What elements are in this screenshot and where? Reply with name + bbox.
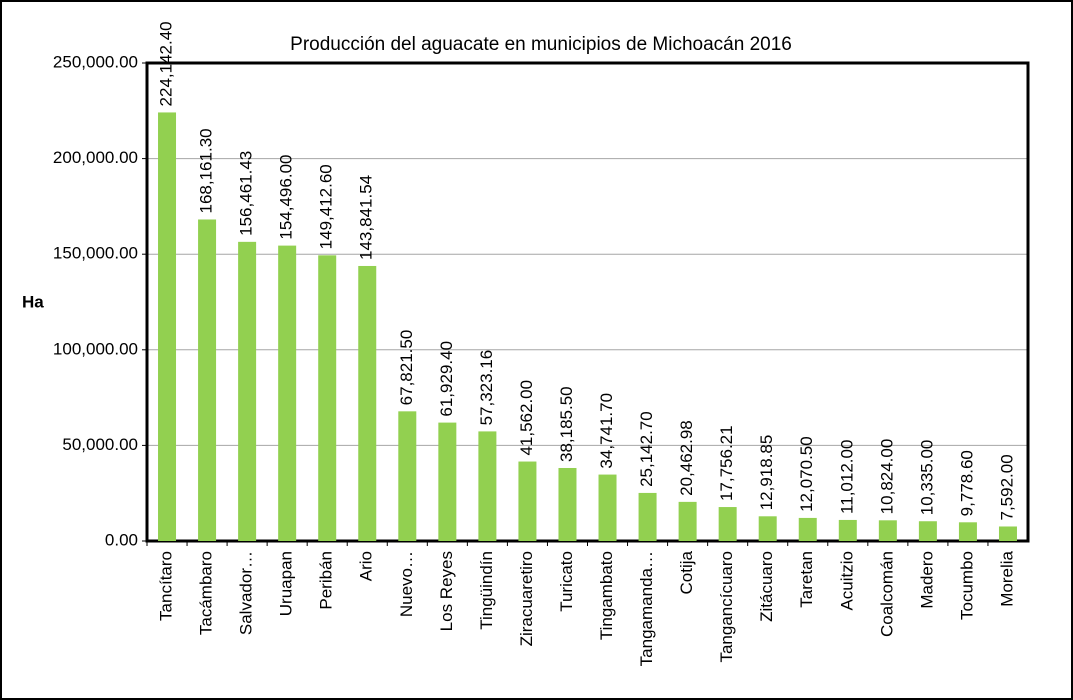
x-tick-label: Uruapan	[277, 551, 296, 616]
x-tick-label: Los Reyes	[437, 551, 456, 631]
bar	[158, 112, 177, 541]
x-tick-label: Taretan	[797, 551, 816, 608]
bar	[998, 526, 1017, 541]
y-tick-label: 100,000.00	[53, 339, 138, 358]
x-tick-label: Ziracuaretiro	[517, 551, 536, 646]
bar	[438, 422, 457, 541]
data-label: 41,562.00	[517, 380, 536, 456]
x-tick-label: Tangamanda…	[637, 551, 656, 666]
x-tick-label: Acuitzio	[837, 551, 856, 611]
y-tick-label: 200,000.00	[53, 148, 138, 167]
data-label: 11,012.00	[837, 440, 856, 514]
bar	[678, 501, 697, 541]
x-tick-label: Tingüindín	[477, 551, 496, 630]
data-label: 20,462.98	[677, 420, 696, 496]
y-tick-label: 50,000.00	[62, 435, 138, 454]
bar	[398, 411, 417, 541]
data-label: 12,070.50	[797, 436, 816, 512]
bar	[918, 521, 937, 541]
x-tick-label: Morelia	[997, 550, 1016, 606]
x-tick-label: Turicato	[557, 551, 576, 612]
data-label: 7,592.00	[997, 454, 1016, 520]
y-tick-label: 150,000.00	[53, 244, 138, 263]
x-tick-label: Cotija	[677, 550, 696, 594]
x-tick-label: Ario	[357, 551, 376, 581]
bar	[598, 474, 617, 541]
data-label: 143,841.54	[357, 175, 376, 260]
data-label: 57,323.16	[477, 350, 496, 426]
bar	[638, 492, 657, 541]
data-label: 168,161.30	[197, 128, 216, 213]
x-tick-label: Tingambato	[597, 551, 616, 640]
bar	[798, 517, 817, 541]
data-label: 17,756.21	[717, 425, 736, 501]
data-label: 67,821.50	[397, 330, 416, 406]
y-tick-label: 250,000.00	[53, 52, 138, 71]
x-tick-label: Salvador…	[237, 551, 256, 635]
data-label: 12,918.85	[757, 435, 776, 511]
bar	[718, 507, 737, 541]
x-tick-label: Peribán	[317, 551, 336, 610]
bar	[758, 516, 777, 541]
bar	[878, 520, 897, 541]
data-label: 10,824.00	[877, 439, 896, 515]
data-label: 156,461.43	[237, 151, 256, 236]
bar	[558, 467, 577, 541]
bar	[358, 265, 377, 541]
chart-title: Producción del aguacate en municipios de…	[290, 34, 792, 55]
bar	[838, 519, 857, 541]
data-label: 25,142.70	[637, 411, 656, 487]
bar	[518, 461, 537, 541]
bar	[278, 245, 297, 542]
x-tick-label: Tacámbaro	[197, 551, 216, 635]
data-label: 9,778.60	[957, 450, 976, 516]
data-label: 38,185.50	[557, 386, 576, 462]
data-label: 61,929.40	[437, 341, 456, 417]
x-tick-label: Tangancícuaro	[717, 551, 736, 663]
data-label: 34,741.70	[597, 393, 616, 469]
bar	[478, 431, 497, 541]
bar	[958, 522, 977, 541]
x-tick-label: Tocumbo	[957, 551, 976, 620]
data-label: 149,412.60	[317, 164, 336, 249]
bar	[318, 255, 337, 541]
x-tick-label: Coalcomán	[877, 551, 896, 637]
data-label: 10,335.00	[917, 440, 936, 516]
data-label: 224,142.40	[157, 21, 176, 106]
x-tick-label: Zitácuaro	[757, 551, 776, 622]
y-tick-label: 0.00	[105, 530, 138, 549]
data-label: 154,496.00	[277, 155, 296, 240]
x-tick-label: Tancítaro	[157, 551, 176, 621]
bar	[238, 241, 257, 541]
x-tick-label: Nuevo…	[397, 551, 416, 617]
x-tick-label: Madero	[917, 551, 936, 609]
y-axis-label: Ha	[22, 292, 44, 311]
bar	[198, 219, 217, 542]
